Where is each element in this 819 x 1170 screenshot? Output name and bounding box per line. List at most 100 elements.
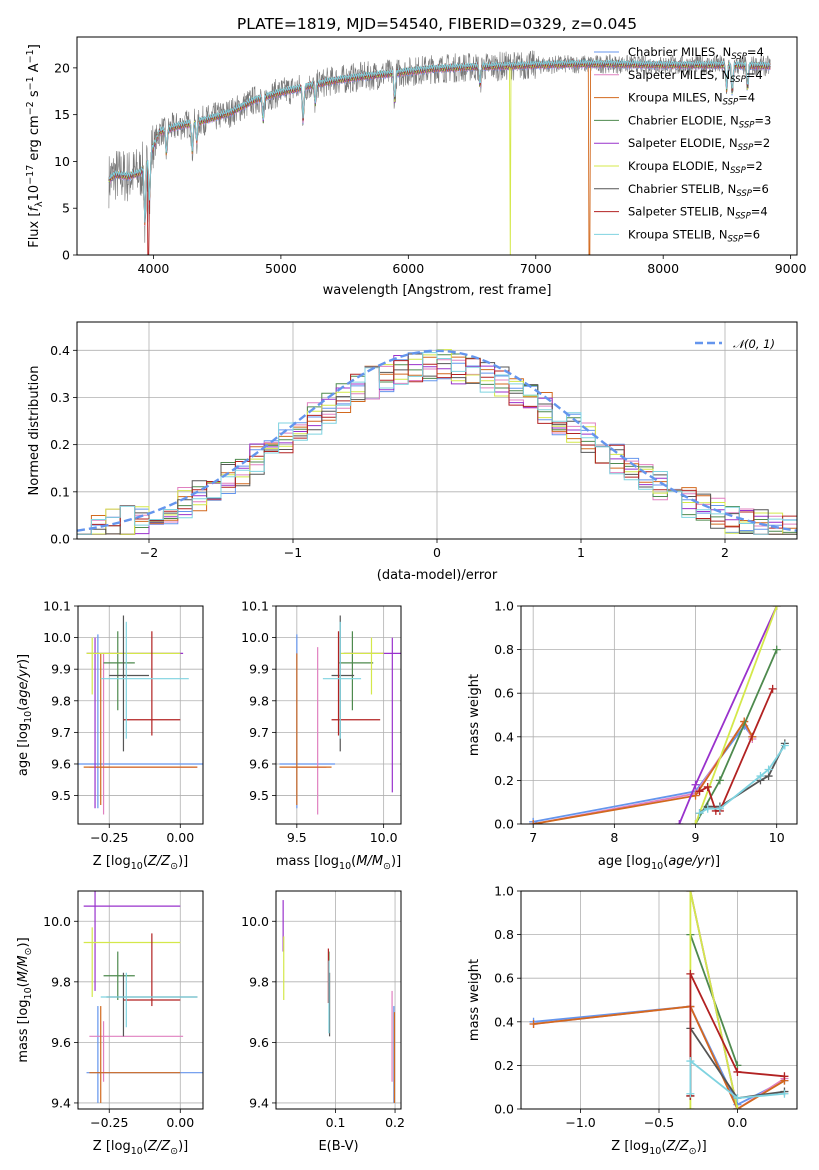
x-tick-label: 8000 [647, 261, 679, 276]
marker-chabrier-elodie [772, 645, 781, 654]
y-axis-label: mass weight [467, 674, 482, 756]
y-tick-label: 9.4 [51, 1095, 71, 1110]
plot-area-weight-vs-Z [529, 891, 789, 1109]
y-tick-label: 0.2 [494, 773, 514, 788]
label-part: 10 [131, 861, 143, 872]
figure-title: PLATE=1819, MJD=54540, FIBERID=0329, z=0… [237, 15, 637, 33]
x-axis-label: E(B-V) [318, 1139, 358, 1154]
label-part: −1 [25, 76, 36, 90]
x-tick-label: 0.0 [727, 1115, 747, 1130]
y-tick-label: 0.3 [50, 390, 70, 405]
x-tick-label: 0.00 [166, 830, 194, 845]
label-part: A [27, 63, 42, 76]
y-tick-label: 0.8 [494, 642, 514, 657]
x-tick-label: 1 [577, 545, 585, 560]
label-part: M/M [356, 854, 383, 869]
legend-model: Salpeter ELODIE, N [628, 136, 738, 150]
x-axis-label: Z [log10(Z/Z⊙)] [611, 1139, 706, 1157]
marker-kroupa-stelib [703, 804, 712, 813]
legend-label-chabrier-stelib: Chabrier STELIB, NSSP=6 [628, 182, 769, 199]
x-axis-label: wavelength [Angstrom, rest frame] [323, 283, 552, 298]
label-part: f [27, 205, 42, 212]
axes-frame [76, 321, 798, 540]
label-part: Z [log [611, 1139, 649, 1154]
label-part: −17 [25, 165, 36, 185]
marker-kroupa-elodie [772, 606, 781, 610]
x-tick-label: 9.5 [287, 830, 307, 845]
y-tick-label: 10.1 [241, 599, 269, 614]
y-tick-label: 9.8 [249, 974, 269, 989]
y-tick-label: 9.5 [249, 788, 269, 803]
marker-salpeter-stelib [695, 787, 704, 796]
marker-salpeter-stelib [703, 782, 712, 791]
marker-kroupa-stelib [756, 772, 765, 781]
legend-value: =4 [738, 91, 755, 105]
label-part: ⊙ [23, 948, 34, 956]
marker-kroupa-miles [691, 791, 700, 800]
label-part: ( [143, 854, 148, 869]
legend-value: =4 [746, 68, 763, 82]
y-tick-label: 20 [54, 60, 70, 75]
normal-curve-line [77, 349, 797, 532]
axes-frame [520, 890, 798, 1110]
x-tick-label: 10.0 [370, 830, 398, 845]
panel-weight-vs-Z: −1.0 −0.5 0.0 0.0 0.2 0.4 0.6 0.8 1.0 Z [log10(Z/… [467, 884, 798, 1157]
legend-sub: SSP [739, 120, 755, 130]
x-tick-label: 8 [610, 830, 618, 845]
legend-model: Salpeter STELIB, N [628, 205, 735, 219]
label-part: ⊙ [170, 1146, 178, 1157]
marker-kroupa-stelib [695, 809, 704, 818]
label-part: )] [710, 854, 720, 869]
series-line-kroupa-stelib [699, 744, 786, 814]
plot-area-weight-vs-age [529, 606, 789, 824]
legend-sub: SSP [735, 212, 751, 222]
y-tick-label: 9.7 [51, 725, 71, 740]
marker-kroupa-stelib [715, 804, 724, 813]
label-part: age [log [598, 854, 651, 869]
x-tick-label: 9000 [775, 261, 807, 276]
x-axis-label: age [log10(age/yr)] [598, 854, 720, 872]
legend-label-kroupa-stelib: Kroupa STELIB, NSSP=6 [628, 227, 760, 244]
label-part: ( [663, 854, 668, 869]
x-tick-label: 4000 [138, 261, 170, 276]
y-tick-label: 0.2 [50, 437, 70, 452]
y-tick-label: 0.1 [50, 484, 70, 499]
legend-sub: SSP [731, 52, 747, 62]
plot-area-age-vs-mass [279, 615, 401, 815]
legend-sub: SSP [730, 166, 746, 176]
legend-model: Kroupa STELIB, N [628, 227, 728, 241]
axes-frame [520, 605, 798, 825]
y-tick-label: 9.4 [249, 1095, 269, 1110]
marker-kroupa-miles [529, 1019, 538, 1028]
grid-mass-vs-Z [78, 891, 203, 1109]
panel-age-vs-Z: −0.25 0.009.59.69.79.89.910.010.1Z [log10… [16, 599, 204, 872]
marker-salpeter-stelib [733, 1067, 742, 1076]
y-tick-label: 0.4 [494, 729, 514, 744]
y-tick-label: 9.9 [249, 662, 269, 677]
axes-frame [76, 36, 798, 256]
panel-mass-vs-Z: −0.25 0.009.49.69.810.0Z [log10(Z/Z⊙)]mas… [16, 890, 204, 1157]
y-tick-label: 10.0 [241, 630, 269, 645]
label-part: )] [16, 937, 31, 947]
x-tick-label: 9 [692, 830, 700, 845]
marker-kroupa-elodie [686, 891, 695, 895]
label-part: )] [16, 654, 31, 664]
legend-label-salpeter-elodie: Salpeter ELODIE, NSSP=2 [628, 136, 770, 153]
y-tick-label: 0 [62, 248, 70, 263]
x-tick-label: 5000 [265, 261, 297, 276]
label-part: −2 [25, 101, 36, 115]
series-line-kroupa-elodie [694, 606, 778, 824]
legend-label-salpeter-stelib: Salpeter STELIB, NSSP=4 [628, 205, 768, 222]
y-axis-label: mass [log10(M/M⊙)] [16, 937, 34, 1062]
label-part: Flux [ [27, 212, 42, 248]
y-tick-label: 9.5 [51, 788, 71, 803]
axes-frame [77, 890, 204, 1110]
label-part: 10 [23, 987, 34, 999]
label-part: ( [16, 982, 31, 987]
label-part: ( [143, 1139, 148, 1154]
y-tick-label: 0.0 [494, 1102, 514, 1117]
label-part: ⊙ [170, 861, 178, 872]
label-part: M/M [16, 955, 31, 982]
label-part: age [log [16, 723, 31, 776]
label-part: 10 [339, 861, 351, 872]
